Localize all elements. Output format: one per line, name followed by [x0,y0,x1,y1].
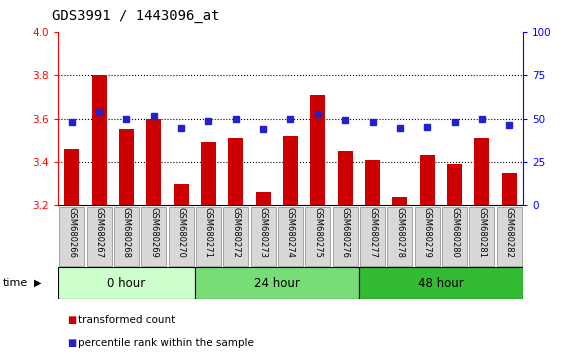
Text: GSM680277: GSM680277 [368,207,377,258]
Bar [146,119,162,205]
Bar [338,151,353,205]
Text: ■: ■ [67,315,76,325]
Bar [223,207,249,266]
Bar [469,207,494,266]
Bar [365,160,380,205]
Bar [305,207,331,266]
Bar [474,138,489,205]
Bar [388,207,413,266]
Bar [92,75,107,205]
Bar [141,207,166,266]
Text: GSM680281: GSM680281 [478,207,486,258]
Text: 48 hour: 48 hour [418,277,464,290]
Bar [502,173,517,205]
Bar [310,95,325,205]
Bar [283,136,298,205]
Bar [196,207,221,266]
Bar [201,142,216,205]
Text: ▶: ▶ [34,278,41,288]
Bar [174,184,189,205]
Text: GSM680272: GSM680272 [231,207,241,258]
Text: GSM680267: GSM680267 [95,207,103,258]
Bar [119,130,134,205]
Text: GSM680278: GSM680278 [395,207,404,258]
Bar [256,192,271,205]
Text: GSM680273: GSM680273 [259,207,268,258]
Bar [58,267,195,299]
Text: GSM680276: GSM680276 [340,207,350,258]
Text: GSM680270: GSM680270 [177,207,186,258]
Text: GSM680268: GSM680268 [122,207,131,258]
Bar [87,207,112,266]
Bar [415,207,440,266]
Text: transformed count: transformed count [78,315,175,325]
Bar [59,207,84,266]
Text: GSM680274: GSM680274 [286,207,295,258]
Text: GSM680279: GSM680279 [423,207,432,258]
Text: GSM680271: GSM680271 [204,207,213,258]
Bar [360,207,385,266]
Text: GSM680275: GSM680275 [313,207,322,258]
Bar [278,207,303,266]
Text: 24 hour: 24 hour [254,277,300,290]
Bar [392,196,407,205]
Bar [419,155,435,205]
Bar [228,138,243,205]
Bar [359,267,523,299]
Text: 0 hour: 0 hour [107,277,146,290]
Bar [195,267,359,299]
Bar [447,164,462,205]
Text: GDS3991 / 1443096_at: GDS3991 / 1443096_at [52,9,220,23]
Bar [497,207,522,266]
Bar [114,207,139,266]
Text: time: time [3,278,28,288]
Text: GSM680269: GSM680269 [149,207,158,258]
Text: percentile rank within the sample: percentile rank within the sample [78,338,254,348]
Bar [332,207,358,266]
Text: GSM680282: GSM680282 [505,207,514,258]
Bar [64,149,79,205]
Text: GSM680280: GSM680280 [450,207,459,258]
Bar [250,207,276,266]
Text: ■: ■ [67,338,76,348]
Bar [168,207,193,266]
Text: GSM680266: GSM680266 [67,207,76,258]
Bar [442,207,467,266]
